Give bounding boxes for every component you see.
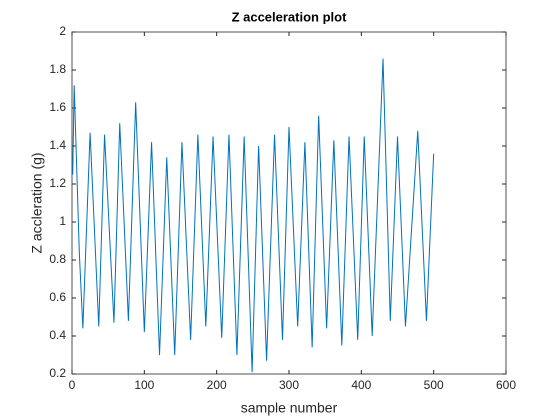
y-tick-label: 0.4 [49, 328, 66, 342]
y-tick-label: 1.2 [49, 176, 66, 190]
x-tick-label: 400 [351, 378, 371, 392]
y-tick-label: 2 [59, 24, 66, 38]
x-tick-label: 600 [496, 378, 516, 392]
x-tick-label: 100 [134, 378, 154, 392]
y-axis-label: Z accleration (g) [29, 152, 45, 253]
y-tick-label: 1.6 [49, 100, 66, 114]
y-tick-label: 0.2 [49, 366, 66, 380]
y-tick-label: 1.4 [49, 138, 66, 152]
x-axis-label: sample number [241, 400, 338, 416]
x-tick-label: 200 [207, 378, 227, 392]
y-tick-label: 1 [59, 214, 66, 228]
y-tick-label: 0.6 [49, 290, 66, 304]
chart-title: Z acceleration plot [232, 9, 348, 24]
axes-box [71, 31, 507, 375]
y-tick-label: 0.8 [49, 252, 66, 266]
x-tick-label: 500 [424, 378, 444, 392]
data-line [72, 58, 435, 373]
y-tick-label: 1.8 [49, 62, 66, 76]
x-tick-label: 0 [69, 378, 76, 392]
x-tick-label: 300 [279, 378, 299, 392]
